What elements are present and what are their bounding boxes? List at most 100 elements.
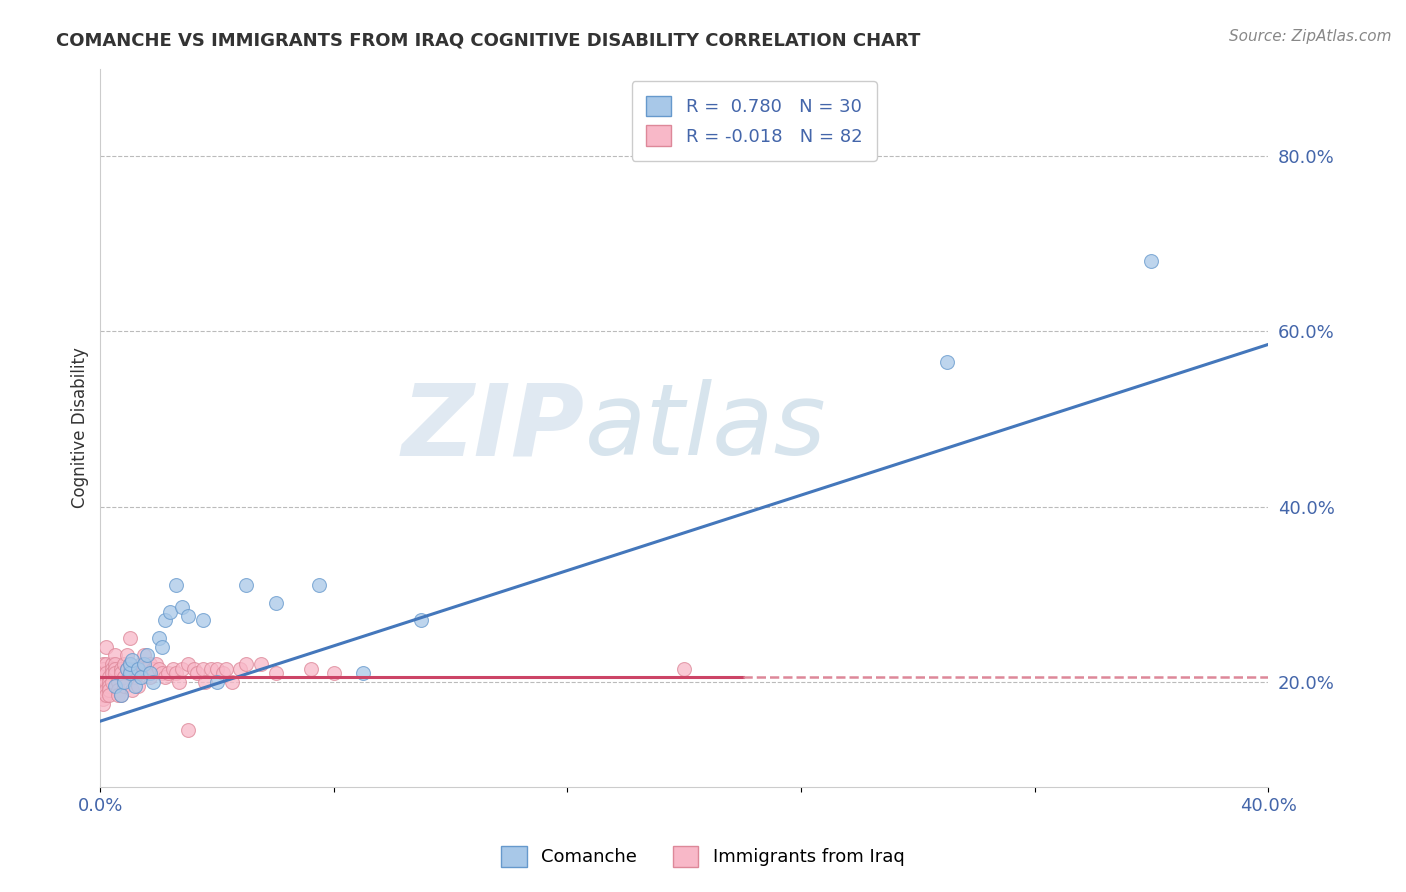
Point: [142, 662, 165, 676]
Point: [134, 657, 156, 672]
Point: [91, 697, 114, 711]
Point: [159, 605, 181, 619]
Point: [212, 665, 235, 680]
Point: [91, 683, 114, 698]
Point: [139, 665, 162, 680]
Text: ZIP: ZIP: [402, 379, 585, 476]
Point: [215, 662, 238, 676]
Point: [91, 688, 114, 702]
Point: [115, 662, 138, 676]
Point: [96, 665, 118, 680]
Point: [118, 665, 141, 680]
Legend: Comanche, Immigrants from Iraq: Comanche, Immigrants from Iraq: [494, 838, 912, 874]
Point: [107, 683, 129, 698]
Point: [101, 665, 124, 680]
Point: [134, 662, 156, 676]
Point: [104, 648, 127, 663]
Point: [104, 665, 127, 680]
Point: [322, 665, 344, 680]
Legend: R =  0.780   N = 30, R = -0.018   N = 82: R = 0.780 N = 30, R = -0.018 N = 82: [631, 81, 877, 161]
Point: [98, 688, 121, 702]
Point: [264, 665, 287, 680]
Point: [121, 683, 143, 698]
Point: [124, 670, 146, 684]
Point: [104, 657, 127, 672]
Point: [115, 662, 138, 676]
Point: [165, 665, 187, 680]
Point: [299, 662, 322, 676]
Point: [110, 688, 132, 702]
Point: [98, 679, 121, 693]
Point: [139, 670, 162, 684]
Point: [91, 679, 114, 693]
Point: [129, 657, 152, 672]
Point: [91, 665, 114, 680]
Point: [98, 683, 121, 698]
Point: [124, 679, 146, 693]
Point: [96, 674, 118, 689]
Point: [118, 657, 141, 672]
Point: [127, 679, 149, 693]
Point: [177, 723, 200, 737]
Point: [200, 662, 222, 676]
Point: [172, 600, 194, 615]
Point: [162, 662, 184, 676]
Point: [229, 662, 252, 676]
Point: [96, 657, 118, 672]
Point: [177, 609, 200, 624]
Point: [134, 648, 156, 663]
Point: [104, 662, 127, 676]
Point: [107, 674, 129, 689]
Point: [153, 670, 176, 684]
Point: [673, 662, 696, 676]
Point: [96, 688, 118, 702]
Text: atlas: atlas: [585, 379, 827, 476]
Y-axis label: Cognitive Disability: Cognitive Disability: [72, 347, 89, 508]
Point: [172, 662, 194, 676]
Point: [205, 674, 228, 689]
Point: [191, 614, 214, 628]
Point: [186, 665, 208, 680]
Point: [124, 662, 146, 676]
Point: [101, 657, 124, 672]
Point: [145, 657, 167, 672]
Point: [136, 648, 159, 663]
Point: [127, 665, 149, 680]
Text: COMANCHE VS IMMIGRANTS FROM IRAQ COGNITIVE DISABILITY CORRELATION CHART: COMANCHE VS IMMIGRANTS FROM IRAQ COGNITI…: [56, 31, 921, 49]
Point: [110, 688, 132, 702]
Point: [91, 657, 114, 672]
Point: [936, 355, 959, 369]
Point: [191, 662, 214, 676]
Point: [1140, 254, 1163, 268]
Point: [127, 662, 149, 676]
Point: [352, 665, 374, 680]
Point: [96, 683, 118, 698]
Point: [235, 578, 257, 592]
Point: [142, 674, 165, 689]
Point: [156, 665, 179, 680]
Point: [136, 665, 159, 680]
Point: [96, 640, 118, 654]
Point: [101, 662, 124, 676]
Point: [167, 674, 190, 689]
Point: [194, 674, 217, 689]
Point: [148, 662, 170, 676]
Point: [235, 657, 257, 672]
Point: [148, 631, 170, 645]
Point: [118, 662, 141, 676]
Point: [165, 578, 187, 592]
Point: [112, 657, 135, 672]
Point: [112, 670, 135, 684]
Point: [121, 653, 143, 667]
Point: [153, 614, 176, 628]
Point: [91, 674, 114, 689]
Point: [205, 662, 228, 676]
Point: [115, 648, 138, 663]
Point: [129, 670, 152, 684]
Point: [308, 578, 330, 592]
Point: [139, 657, 162, 672]
Point: [112, 674, 135, 689]
Point: [264, 596, 287, 610]
Point: [107, 688, 129, 702]
Point: [112, 679, 135, 693]
